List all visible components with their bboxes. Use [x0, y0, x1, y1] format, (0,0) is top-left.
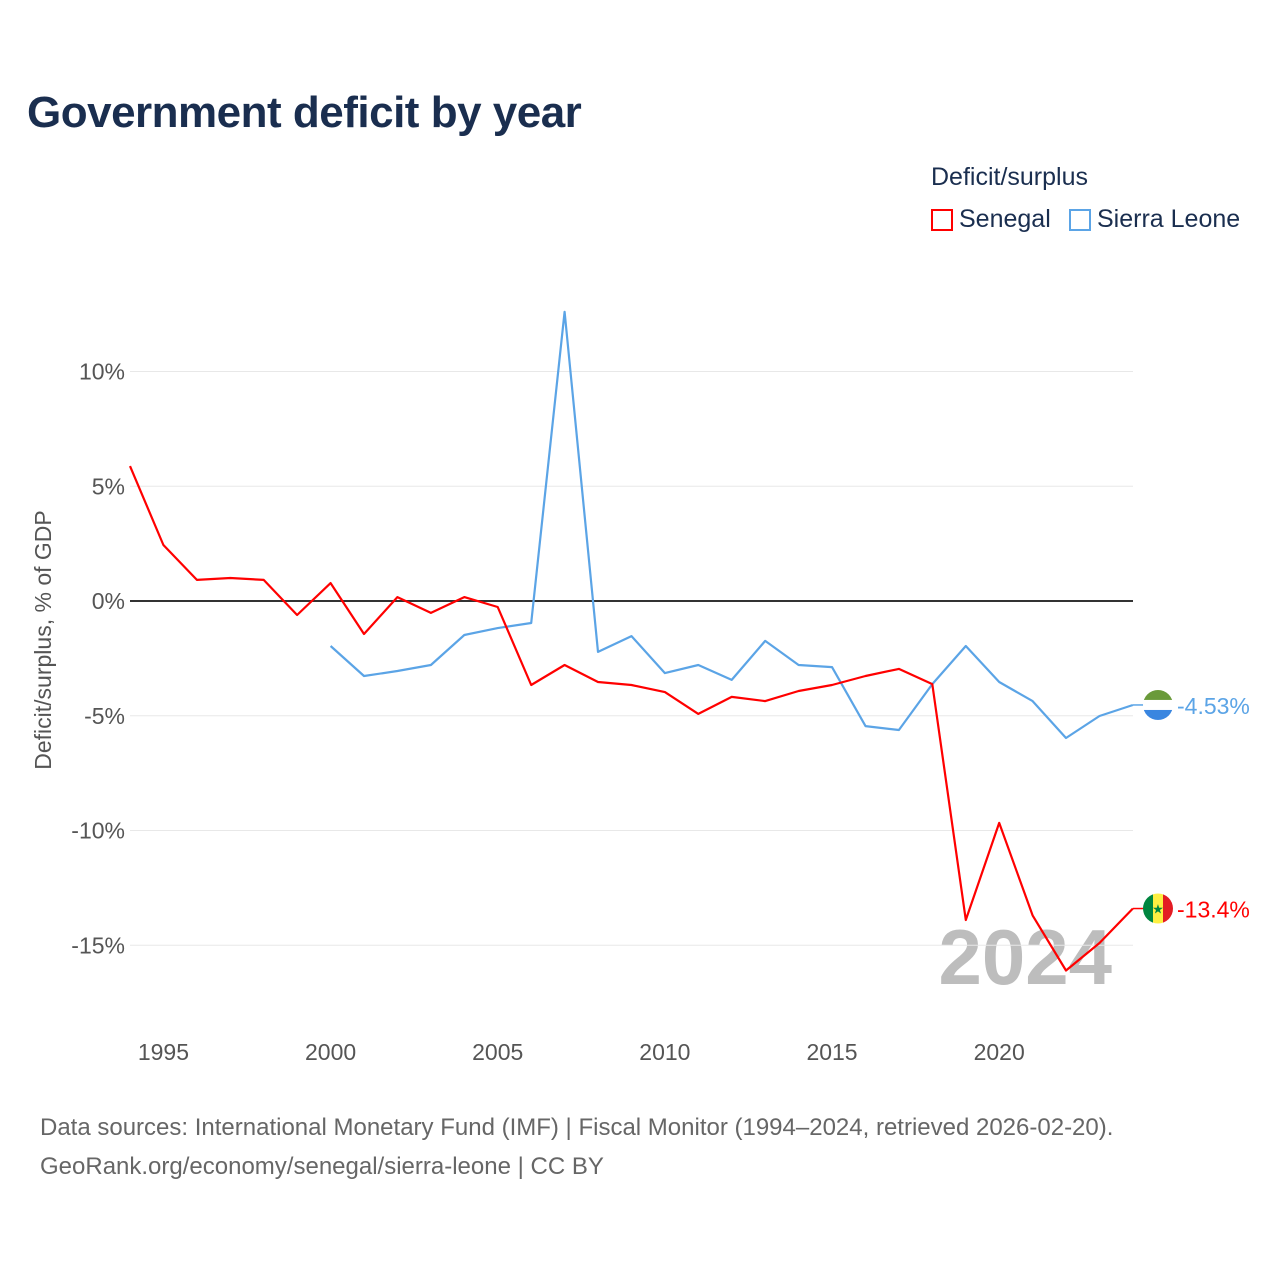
x-tick-label: 2015 — [806, 1039, 857, 1065]
flag-stripe — [1143, 699, 1173, 710]
source-line: Data sources: International Monetary Fun… — [40, 1114, 1114, 1141]
flag-stripe — [1143, 893, 1153, 924]
year-watermark: 2024 — [938, 913, 1112, 1001]
x-tick-label: 2005 — [472, 1039, 523, 1065]
legend-label: Sierra Leone — [1097, 205, 1241, 233]
legend-item-sierra-leone[interactable]: Sierra Leone — [1069, 205, 1240, 234]
legend-swatch-sierra-leone — [1069, 208, 1091, 231]
y-axis-label: Deficit/surplus, % of GDP — [30, 510, 56, 769]
source-link[interactable]: GeoRank.org/economy/senegal/sierra-leone… — [40, 1153, 604, 1180]
flag-stripe — [1143, 689, 1173, 700]
sierra-leone-flag-icon — [1143, 689, 1173, 720]
x-tick-label: 2010 — [639, 1039, 690, 1065]
series-line-sierra-leone — [329, 310, 1134, 740]
legend-title: Deficit/surplus — [931, 163, 1088, 191]
y-tick-label: 10% — [79, 359, 125, 385]
chart-title: Government deficit by year — [27, 88, 582, 137]
flag-stripe — [1143, 709, 1173, 720]
y-tick-label: -5% — [84, 703, 125, 729]
y-tick-label: 5% — [92, 473, 125, 499]
end-value-label: -13.4% — [1177, 897, 1250, 923]
y-tick-label: 0% — [92, 588, 125, 614]
star-icon: ★ — [1152, 902, 1164, 917]
flag-body — [1143, 689, 1173, 720]
x-tick-label: 2000 — [305, 1039, 356, 1065]
series-line-senegal — [128, 465, 1134, 972]
end-value-label: -4.53% — [1177, 693, 1250, 719]
x-tick-label: 2020 — [974, 1039, 1025, 1065]
flag-body: ★ — [1143, 893, 1173, 924]
flag-stripe — [1153, 893, 1163, 924]
y-tick-label: -15% — [71, 932, 125, 958]
legend-label: Senegal — [959, 205, 1051, 233]
flag-stripe — [1163, 893, 1173, 924]
legend-swatch-senegal — [931, 208, 953, 231]
legend-item-senegal[interactable]: Senegal — [931, 205, 1051, 234]
senegal-flag-icon: ★ — [1143, 893, 1173, 924]
x-tick-label: 1995 — [138, 1039, 189, 1065]
y-tick-label: -10% — [71, 818, 125, 844]
source-note: Data sources: International Monetary Fun… — [40, 1108, 1113, 1186]
